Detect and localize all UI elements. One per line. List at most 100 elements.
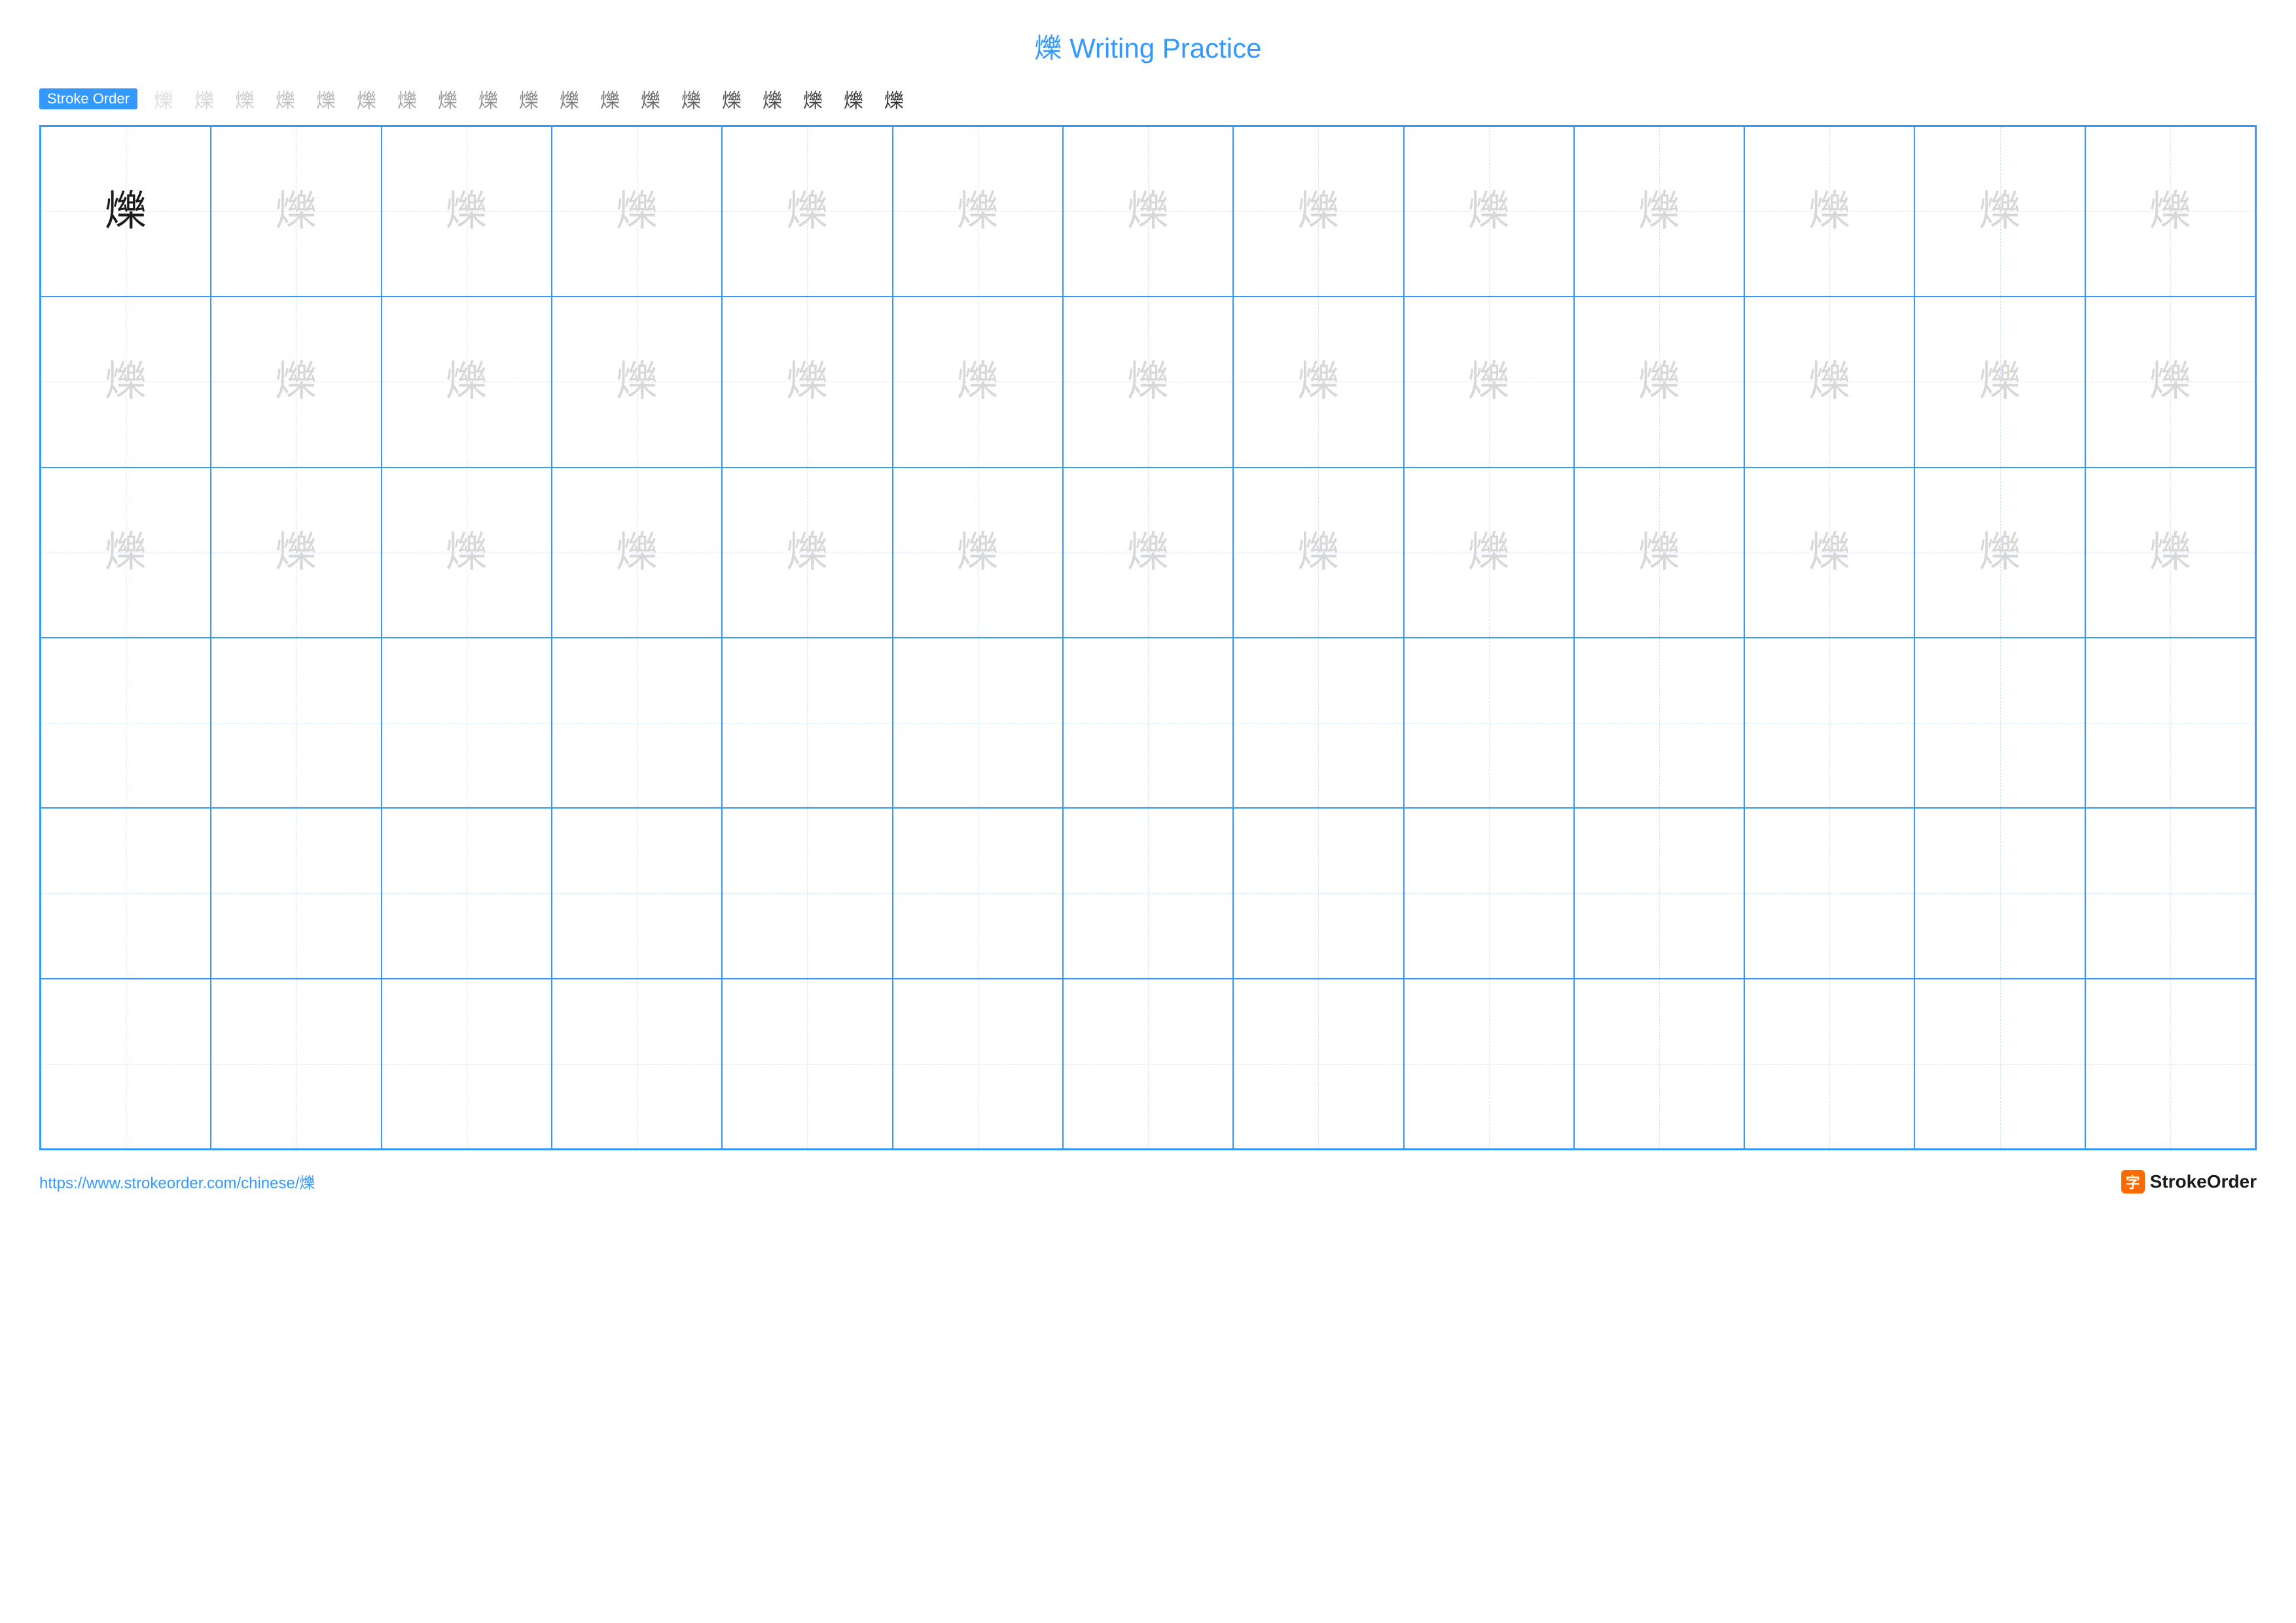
- grid-cell: 爍: [1574, 467, 1744, 638]
- grid-cell: 爍: [1233, 467, 1403, 638]
- trace-character: 爍: [275, 191, 317, 232]
- grid-cell: 爍: [1574, 297, 1744, 467]
- grid-cell: 爍: [1063, 126, 1233, 297]
- stroke-step: 爍: [190, 84, 219, 113]
- grid-cell: 爍: [1404, 467, 1574, 638]
- grid-cell: [1914, 979, 2085, 1149]
- grid-cell: [1744, 638, 1914, 808]
- trace-character: 爍: [957, 361, 999, 403]
- grid-cell: [382, 638, 552, 808]
- trace-character: 爍: [1808, 361, 1850, 403]
- trace-character: 爍: [616, 191, 658, 232]
- grid-cell: [211, 808, 381, 978]
- grid-cell: 爍: [1914, 126, 2085, 297]
- grid-cell: [211, 638, 381, 808]
- trace-character: 爍: [786, 532, 828, 574]
- grid-cell: 爍: [211, 467, 381, 638]
- grid-cell: [722, 808, 892, 978]
- trace-character: 爍: [1468, 532, 1510, 574]
- grid-cell: 爍: [1744, 467, 1914, 638]
- grid-cell: [552, 638, 722, 808]
- grid-cell: [41, 638, 211, 808]
- stroke-step: 爍: [312, 84, 340, 113]
- grid-cell: [893, 979, 1063, 1149]
- stroke-step: 爍: [555, 84, 584, 113]
- trace-character: 爍: [1468, 191, 1510, 232]
- stroke-step: 爍: [596, 84, 624, 113]
- grid-row: 爍爍爍爍爍爍爍爍爍爍爍爍爍: [41, 126, 2255, 297]
- stroke-step: 爍: [758, 84, 787, 113]
- brand: 字 StrokeOrder: [2121, 1170, 2257, 1194]
- stroke-step: 爍: [393, 84, 422, 113]
- grid-cell: [382, 979, 552, 1149]
- grid-cell: 爍: [1914, 297, 2085, 467]
- trace-character: 爍: [786, 361, 828, 403]
- grid-cell: [1404, 979, 1574, 1149]
- grid-cell: [2085, 979, 2255, 1149]
- grid-row: 爍爍爍爍爍爍爍爍爍爍爍爍爍: [41, 467, 2255, 638]
- stroke-step: 爍: [677, 84, 706, 113]
- grid-cell: [211, 979, 381, 1149]
- trace-character: 爍: [446, 532, 488, 574]
- footer: https://www.strokeorder.com/chinese/爍 字 …: [39, 1170, 2257, 1194]
- stroke-step: 爍: [230, 84, 259, 113]
- brand-icon: 字: [2121, 1170, 2145, 1194]
- grid-cell: 爍: [552, 467, 722, 638]
- grid-cell: 爍: [1233, 126, 1403, 297]
- trace-character: 爍: [1808, 191, 1850, 232]
- stroke-order-label: Stroke Order: [39, 88, 137, 109]
- grid-cell: 爍: [382, 297, 552, 467]
- stroke-step: 爍: [352, 84, 381, 113]
- trace-character: 爍: [446, 191, 488, 232]
- grid-cell: [1744, 979, 1914, 1149]
- grid-cell: 爍: [382, 126, 552, 297]
- grid-cell: [1404, 638, 1574, 808]
- grid-row: [41, 638, 2255, 808]
- stroke-order-row: Stroke Order 爍爍爍爍爍爍爍爍爍爍爍爍爍爍爍爍爍爍爍: [39, 84, 2257, 113]
- grid-cell: 爍: [382, 467, 552, 638]
- grid-cell: [1744, 808, 1914, 978]
- grid-cell: [41, 808, 211, 978]
- trace-character: 爍: [1979, 532, 2021, 574]
- grid-cell: 爍: [893, 297, 1063, 467]
- grid-cell: [382, 808, 552, 978]
- model-character: 爍: [105, 191, 147, 232]
- trace-character: 爍: [1979, 361, 2021, 403]
- practice-grid: 爍爍爍爍爍爍爍爍爍爍爍爍爍爍爍爍爍爍爍爍爍爍爍爍爍爍爍爍爍爍爍爍爍爍爍爍爍爍爍: [39, 125, 2257, 1150]
- trace-character: 爍: [616, 361, 658, 403]
- grid-cell: 爍: [211, 126, 381, 297]
- trace-character: 爍: [1297, 361, 1339, 403]
- brand-name: StrokeOrder: [2150, 1171, 2257, 1192]
- grid-cell: [893, 808, 1063, 978]
- trace-character: 爍: [1638, 191, 1680, 232]
- trace-character: 爍: [1127, 191, 1169, 232]
- grid-cell: 爍: [1233, 297, 1403, 467]
- trace-character: 爍: [1297, 532, 1339, 574]
- grid-cell: [1914, 808, 2085, 978]
- grid-cell: [41, 979, 211, 1149]
- page-title: 爍 Writing Practice: [39, 26, 2257, 66]
- grid-cell: 爍: [1744, 297, 1914, 467]
- trace-character: 爍: [1808, 532, 1850, 574]
- trace-character: 爍: [957, 532, 999, 574]
- grid-cell: 爍: [41, 297, 211, 467]
- grid-cell: [1574, 979, 1744, 1149]
- trace-character: 爍: [105, 532, 147, 574]
- stroke-step: 爍: [717, 84, 746, 113]
- grid-cell: 爍: [552, 126, 722, 297]
- trace-character: 爍: [446, 361, 488, 403]
- grid-row: 爍爍爍爍爍爍爍爍爍爍爍爍爍: [41, 297, 2255, 467]
- grid-cell: [1233, 808, 1403, 978]
- stroke-step: 爍: [149, 84, 178, 113]
- source-url[interactable]: https://www.strokeorder.com/chinese/爍: [39, 1170, 315, 1193]
- grid-cell: 爍: [722, 126, 892, 297]
- trace-character: 爍: [2149, 191, 2191, 232]
- trace-character: 爍: [2149, 361, 2191, 403]
- trace-character: 爍: [1979, 191, 2021, 232]
- grid-cell: 爍: [2085, 297, 2255, 467]
- trace-character: 爍: [275, 361, 317, 403]
- grid-cell: [722, 979, 892, 1149]
- grid-cell: [1063, 808, 1233, 978]
- grid-cell: [1233, 638, 1403, 808]
- stroke-step: 爍: [271, 84, 300, 113]
